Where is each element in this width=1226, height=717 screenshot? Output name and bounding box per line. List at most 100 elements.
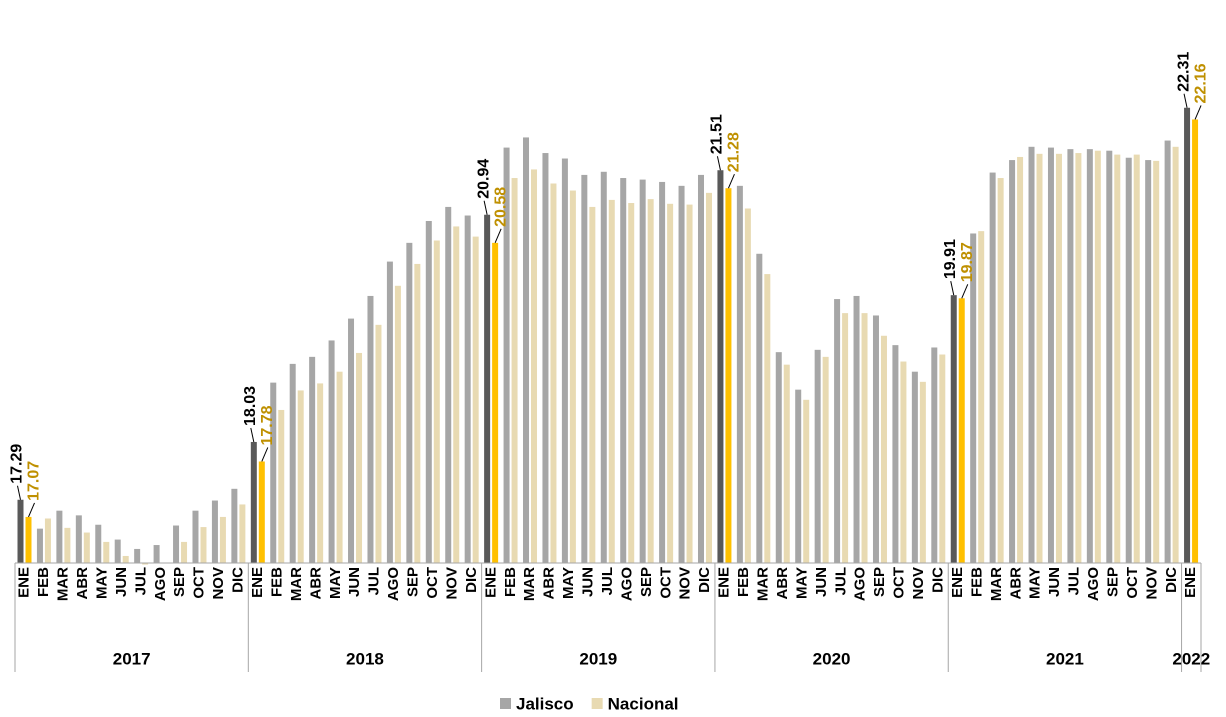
x-tick-label: DIC [929, 567, 946, 593]
bar [861, 313, 868, 563]
bar [561, 158, 568, 563]
x-tick-label: ENE [1182, 567, 1199, 598]
bar [25, 516, 32, 563]
bar [989, 172, 996, 563]
bar [122, 555, 129, 563]
bar [814, 349, 821, 563]
x-tick-label: JUN [580, 567, 597, 597]
leader-line [727, 173, 735, 189]
bar [309, 356, 316, 563]
x-tick-label: JUN [346, 567, 363, 597]
bar [628, 203, 635, 564]
bar [44, 518, 51, 563]
x-tick-label: JUL [832, 567, 849, 595]
bar [511, 178, 518, 563]
bar [531, 169, 538, 564]
bar [1009, 160, 1016, 563]
bar [997, 178, 1004, 563]
value-label: 21.28 [726, 132, 743, 172]
bar [581, 174, 588, 563]
x-tick-label: MAY [560, 567, 577, 599]
bar [200, 527, 207, 563]
value-label: 22.31 [1175, 52, 1192, 92]
bar [386, 261, 393, 563]
bar [270, 382, 277, 563]
bar [1047, 147, 1054, 563]
bar [659, 181, 666, 563]
year-label: 2018 [346, 649, 384, 668]
value-label: 18.03 [242, 386, 259, 426]
x-tick-label: SEP [638, 567, 655, 597]
bar [686, 204, 693, 563]
bar [678, 185, 685, 563]
value-label: 22.16 [1192, 63, 1209, 103]
leader-line [250, 427, 255, 443]
bar [1028, 146, 1035, 563]
bar [414, 263, 421, 563]
bar [336, 371, 343, 563]
leader-line [1183, 93, 1188, 108]
bar [958, 298, 965, 563]
bar [503, 147, 510, 563]
bar [970, 233, 977, 563]
x-tick-label: NOV [443, 567, 460, 600]
bar [1114, 154, 1121, 563]
legend-label: Nacional [608, 694, 679, 713]
bar [425, 220, 432, 564]
leader-line [961, 284, 969, 299]
bar [834, 299, 841, 563]
bar [231, 488, 238, 563]
bar [1153, 160, 1160, 563]
bar [697, 174, 704, 563]
bar [872, 315, 879, 563]
year-label: 2017 [113, 649, 151, 668]
bar [950, 295, 957, 563]
bar [142, 563, 149, 565]
x-tick-label: FEB [735, 567, 752, 597]
bar [589, 206, 596, 564]
legend-swatch [500, 698, 511, 709]
leader-line [950, 281, 955, 296]
x-tick-label: ENE [16, 567, 33, 598]
bar [1067, 149, 1074, 564]
bar [258, 461, 265, 563]
value-label: 20.94 [475, 159, 492, 199]
bar [569, 190, 576, 563]
bar [900, 361, 907, 563]
bar [795, 389, 802, 563]
x-tick-label: ENE [482, 567, 499, 598]
value-label: 17.78 [259, 405, 276, 445]
bar [705, 192, 712, 563]
x-tick-label: AGO [385, 567, 402, 602]
x-tick-label: FEB [502, 567, 519, 597]
x-tick-label: MAY [1027, 567, 1044, 599]
x-tick-label: AGO [618, 567, 635, 602]
bar [880, 335, 887, 563]
bar [919, 381, 926, 563]
x-tick-label: SEP [405, 567, 422, 597]
bar [1192, 119, 1199, 564]
x-tick-label: SEP [171, 567, 188, 597]
x-tick-label: FEB [968, 567, 985, 597]
bar [1164, 140, 1171, 563]
x-tick-label: FEB [268, 567, 285, 597]
bar [1125, 157, 1132, 563]
x-tick-label: MAY [793, 567, 810, 599]
x-tick-label: ABR [774, 567, 791, 600]
bar [75, 515, 82, 563]
bar [911, 371, 918, 563]
x-tick-label: OCT [424, 567, 441, 599]
bar [978, 231, 985, 564]
bar [939, 354, 946, 563]
x-tick-label: FEB [35, 567, 52, 597]
bar [445, 206, 452, 564]
bar [103, 541, 110, 563]
x-tick-label: NOV [210, 567, 227, 600]
bar [211, 500, 218, 563]
bar [134, 548, 141, 563]
x-tick-label: ENE [249, 567, 266, 598]
bar [492, 242, 499, 564]
year-label: 2020 [813, 649, 851, 668]
bar [406, 242, 413, 564]
